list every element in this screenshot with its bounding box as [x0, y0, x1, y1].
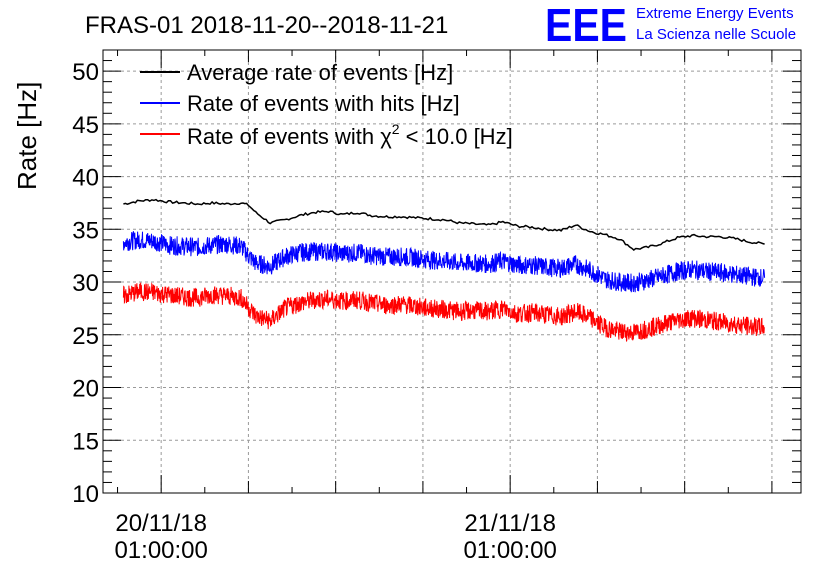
- branding-line2: La Scienza nelle Scuole: [636, 26, 796, 43]
- legend-label-average: Average rate of events [Hz]: [187, 60, 453, 85]
- y-tick-label: 25: [72, 323, 99, 350]
- x-tick-date: 20/11/18: [115, 510, 207, 537]
- x-tick-time: 01:00:00: [114, 537, 207, 564]
- y-tick-label: 35: [72, 217, 99, 244]
- y-tick-label: 20: [72, 376, 99, 403]
- series-line-2: [122, 282, 766, 342]
- y-tick-label: 10: [72, 481, 99, 508]
- x-tick-date: 21/11/18: [464, 510, 556, 537]
- legend-entry-average: Average rate of events [Hz]: [140, 60, 453, 85]
- series-line-1: [122, 231, 766, 293]
- branding-line1: Extreme Energy Events: [636, 5, 794, 22]
- chart-title: FRAS-01 2018-11-20--2018-11-21: [85, 12, 448, 39]
- legend-entry-chi2: Rate of events with χ2 < 10.0 [Hz]: [140, 121, 513, 149]
- y-tick-label: 40: [72, 165, 99, 192]
- grid: [103, 50, 801, 494]
- legend-entry-hits: Rate of events with hits [Hz]: [140, 91, 460, 116]
- y-tick-label: 45: [72, 112, 99, 139]
- y-axis: 10 15 20 25 30 35 40 45 50: [72, 49, 801, 508]
- y-tick-label: 15: [72, 428, 99, 455]
- legend-label-hits: Rate of events with hits [Hz]: [187, 91, 460, 116]
- series-lines: [122, 198, 766, 342]
- y-axis-label: Rate [Hz]: [12, 82, 42, 190]
- y-tick-label: 30: [72, 270, 99, 297]
- legend: Average rate of events [Hz] Rate of even…: [140, 60, 513, 149]
- x-tick-time: 01:00:00: [463, 537, 556, 564]
- eee-logo-text: EEE: [545, 0, 627, 51]
- y-tick-label: 50: [72, 59, 99, 86]
- series-line-0: [123, 198, 765, 251]
- legend-label-chi2: Rate of events with χ2 < 10.0 [Hz]: [187, 121, 513, 149]
- eee-logo: EEE Extreme Energy Events La Scienza nel…: [545, 0, 796, 51]
